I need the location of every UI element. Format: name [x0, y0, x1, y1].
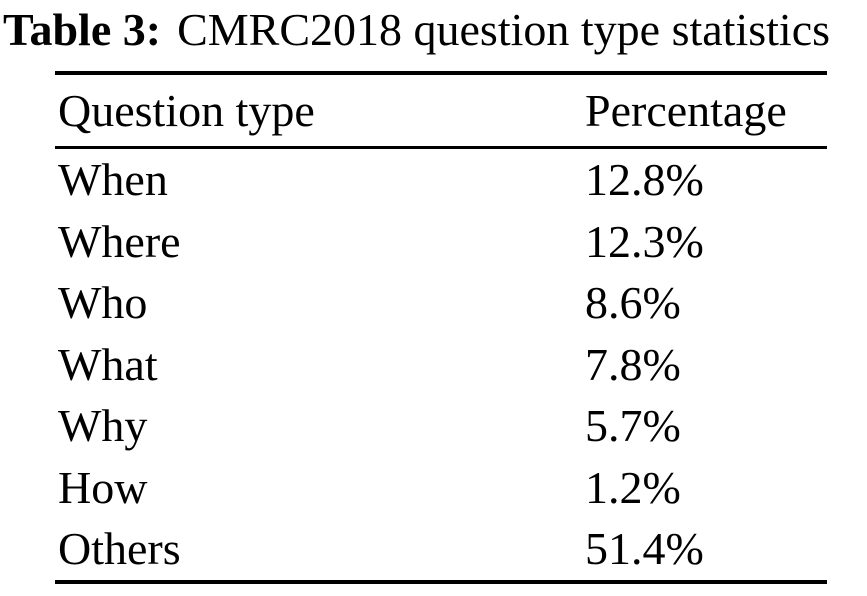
table-row: Others 51.4%	[55, 518, 827, 580]
column-header-question-type: Question type	[58, 84, 315, 136]
table-row: How 1.2%	[55, 457, 827, 519]
table-row: When 12.8%	[55, 149, 827, 211]
question-type-cell: Others	[58, 523, 181, 575]
table-row: Why 5.7%	[55, 395, 827, 457]
question-type-cell: What	[58, 338, 158, 390]
percentage-cell: 8.6%	[585, 277, 681, 329]
question-type-cell: Why	[58, 400, 148, 452]
question-type-cell: Who	[58, 277, 148, 329]
table-caption-text: CMRC2018 question type statistics	[177, 4, 831, 55]
table-caption-label: Table 3:	[3, 4, 162, 55]
question-type-cell: How	[58, 461, 148, 513]
question-type-statistics-table: Question type Percentage When 12.8% Wher…	[55, 71, 827, 584]
table-caption: Table 3: CMRC2018 question type statistic…	[0, 0, 867, 57]
percentage-cell: 5.7%	[585, 400, 681, 452]
table-row: Who 8.6%	[55, 272, 827, 334]
question-type-cell: Where	[58, 215, 181, 267]
percentage-cell: 7.8%	[585, 338, 681, 390]
table-row: Where 12.3%	[55, 211, 827, 273]
table-body: When 12.8% Where 12.3% Who 8.6% What 7.8…	[55, 149, 827, 580]
table-row: What 7.8%	[55, 334, 827, 396]
question-type-cell: When	[58, 154, 168, 206]
percentage-cell: 1.2%	[585, 461, 681, 513]
percentage-cell: 12.3%	[585, 215, 704, 267]
percentage-cell: 12.8%	[585, 154, 704, 206]
table-header-row: Question type Percentage	[55, 75, 827, 150]
column-header-percentage: Percentage	[585, 84, 787, 136]
percentage-cell: 51.4%	[585, 523, 704, 575]
